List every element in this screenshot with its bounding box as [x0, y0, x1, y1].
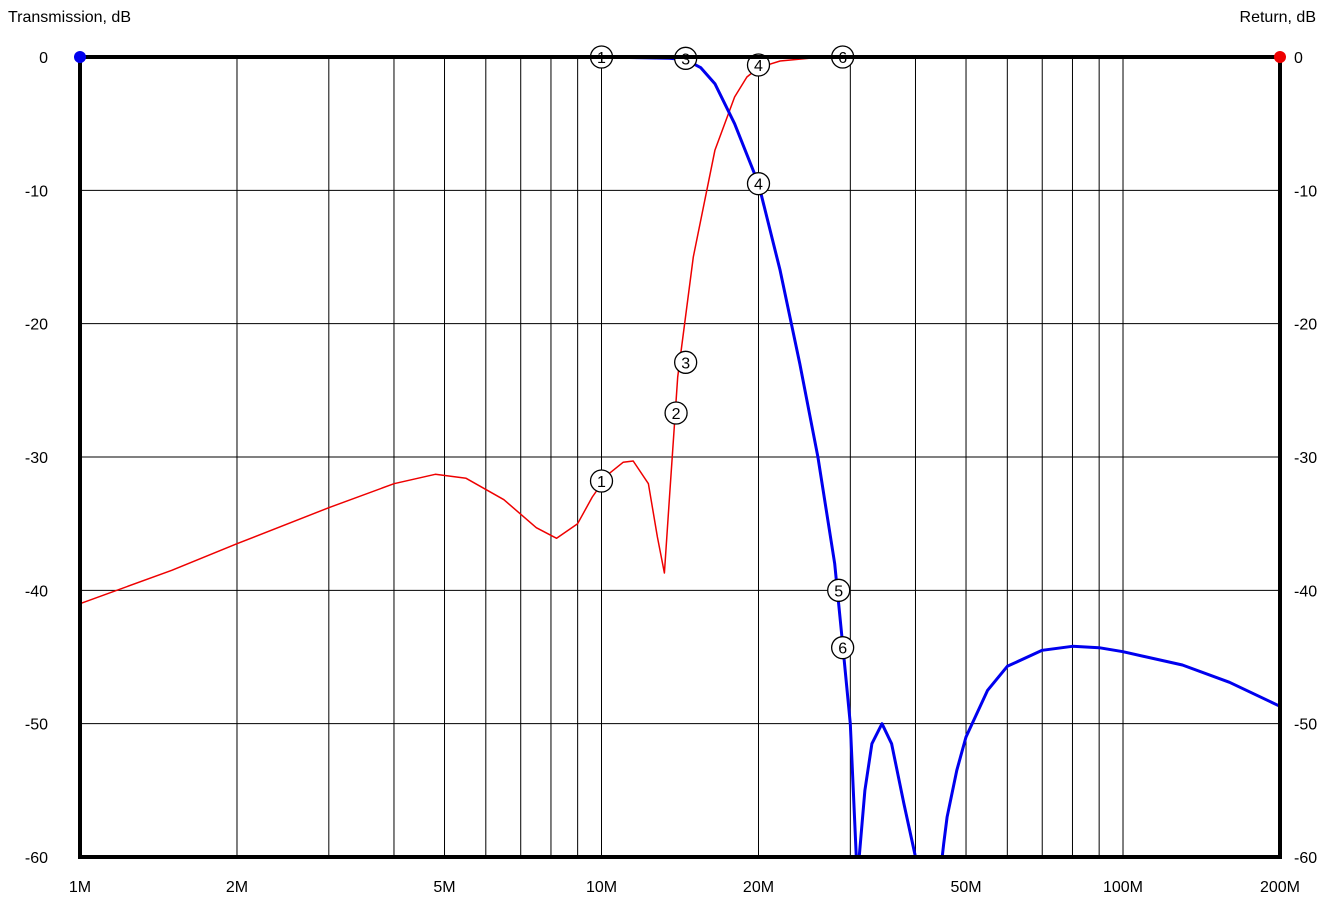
- left-y-tick-label: -40: [25, 583, 48, 600]
- marker-circle: [589, 469, 614, 493]
- right-y-tick-label: 0: [1294, 50, 1303, 67]
- left-y-tick-label: -50: [25, 717, 48, 734]
- marker-circle: [674, 350, 698, 374]
- marker-label: 4: [754, 177, 763, 194]
- plot-border: [78, 55, 1282, 859]
- right-y-tick-label: -40: [1294, 583, 1317, 600]
- left-y-tick-label: -60: [25, 850, 48, 867]
- left-y-tick-label: 0: [39, 50, 48, 67]
- transmission-port-dot: [74, 51, 86, 63]
- marker-circle: [746, 53, 771, 77]
- marker-3: 3: [674, 350, 698, 374]
- marker-label: 1: [597, 474, 606, 491]
- x-tick-label: 20M: [743, 879, 774, 896]
- marker-label: 3: [681, 355, 690, 372]
- marker-label: 5: [834, 583, 843, 600]
- marker-circle: [746, 172, 771, 196]
- marker-5: 5: [827, 578, 851, 602]
- x-tick-label: 200M: [1260, 879, 1300, 896]
- x-tick-label: 2M: [226, 879, 248, 896]
- x-tick-label: 1M: [69, 879, 91, 896]
- series-transmission-line: [80, 55, 1281, 859]
- marker-label: 6: [838, 641, 847, 658]
- marker-circle: [830, 636, 855, 660]
- series-group: [79, 55, 1281, 859]
- marker-1: 1: [589, 469, 614, 493]
- left-axis-label: Transmission, dB: [8, 9, 131, 26]
- grid: [80, 57, 1280, 857]
- marker-label: 3: [681, 51, 690, 68]
- marker-2: 2: [664, 401, 688, 425]
- right-y-tick-label: -20: [1294, 317, 1317, 334]
- right-y-tick-label: -50: [1294, 717, 1317, 734]
- marker-circle: [827, 578, 851, 602]
- x-tick-label: 50M: [950, 879, 981, 896]
- left-y-tick-label: -10: [25, 183, 48, 200]
- left-y-tick-label: -30: [25, 450, 48, 467]
- plot-frame: [74, 51, 1286, 859]
- marker-circle: [664, 401, 688, 425]
- tick-labels: 1M 2M 5M 10M 20M 50M 100M 200M 0 0 -10 -10 -20 -20 -30…: [25, 50, 1317, 896]
- marker-6: 6: [830, 636, 855, 660]
- right-y-tick-label: -30: [1294, 450, 1317, 467]
- right-axis-label: Return, dB: [1240, 9, 1316, 26]
- marker-4: 4: [746, 53, 771, 77]
- marker-4: 4: [746, 172, 771, 196]
- series-return-line: [79, 56, 1280, 605]
- marker-label: 4: [754, 58, 763, 75]
- right-y-tick-label: -60: [1294, 850, 1317, 867]
- x-tick-label: 100M: [1103, 879, 1143, 896]
- return-port-dot: [1274, 51, 1286, 63]
- left-y-tick-label: -20: [25, 317, 48, 334]
- x-tick-label: 10M: [586, 879, 617, 896]
- right-y-tick-label: -10: [1294, 183, 1317, 200]
- marker-label: 2: [672, 406, 681, 423]
- x-tick-label: 5M: [433, 879, 455, 896]
